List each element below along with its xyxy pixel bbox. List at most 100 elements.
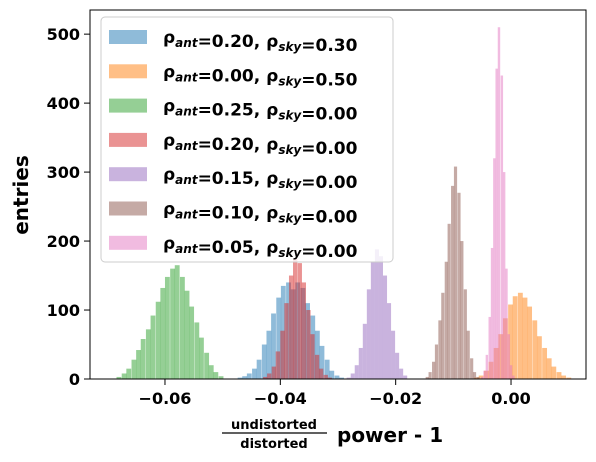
histogram-bar [536,336,542,379]
histogram-bar [497,27,501,380]
histogram-bar [145,329,151,379]
histogram-bar [434,344,439,379]
histogram-bar [276,297,282,379]
histogram-bar [460,241,464,379]
legend-label: ρant=0.20, ρsky=0.30 [163,28,358,56]
x-axis-label-suffix: power - 1 [337,423,443,447]
histogram-bar [481,376,484,379]
histogram-bar [490,247,494,379]
histogram-bar [432,361,436,379]
histogram-bar [551,366,557,379]
histogram-bar [566,377,572,379]
histogram-bar [164,276,170,379]
histogram-bar [318,368,324,379]
y-tick-label: 300 [47,163,80,182]
legend-label: ρant=0.15, ρsky=0.00 [163,165,358,193]
histogram-bar [319,345,325,379]
legend-swatch [109,98,147,113]
histogram-bar [354,365,359,379]
histogram-bar [218,376,224,379]
histogram-bar [267,373,272,379]
histogram-bar [189,306,195,379]
histogram-bar [399,368,404,379]
y-tick-label: 0 [69,370,80,389]
histogram-bar [493,158,496,379]
legend-swatch [109,132,147,147]
histogram-bar [271,366,276,379]
histogram-bar [508,304,513,379]
histogram-bar [266,330,272,379]
histogram-bar [329,370,335,379]
ticks-layer: −0.06 −0.04 −0.02 0.00 0 100 200 300 400 500 [47,25,531,408]
histogram-bar [346,377,351,379]
histogram-bar [370,261,375,379]
histogram-bar [242,376,248,379]
histogram-bar [463,289,467,379]
histogram-bar [517,292,523,379]
histogram-bar [179,276,185,379]
legend-label: ρant=0.20, ρsky=0.00 [163,131,358,159]
legend-item: ρant=0.00, ρsky=0.50 [109,62,358,90]
histogram-bar [256,359,262,379]
histogram-bar [246,373,252,379]
histogram-bar [204,352,210,379]
histogram-bar [382,275,388,379]
legend-item: ρant=0.05, ρsky=0.00 [109,234,358,262]
histogram-bar [546,358,552,379]
histogram-bar [288,275,294,379]
histogram-bar [466,330,470,379]
y-tick-label: 100 [47,301,80,320]
histogram-bar [425,376,429,379]
histogram-bar [334,375,340,379]
histogram-bar [252,368,257,379]
histogram-bar [126,368,132,379]
legend-swatch [109,167,147,182]
histogram-bar [121,373,127,379]
histogram-bar [324,359,330,379]
histogram-bar [476,376,480,379]
legend-item: ρant=0.20, ρsky=0.00 [109,131,358,159]
histogram-bar [140,339,146,379]
histogram-bar [362,323,367,379]
histogram-bar [339,377,344,379]
histogram-bar [532,320,538,379]
histogram-bar [323,374,328,379]
histogram-bar [470,358,474,379]
histogram-bar [263,376,268,379]
histogram-bar [502,172,506,379]
histogram-bar [495,68,498,379]
histogram-bar [556,372,562,379]
histogram-bar [542,347,548,379]
series-2-bars [116,265,224,379]
legend-label: ρant=0.00, ρsky=0.50 [163,62,358,90]
histogram-bar [512,375,515,379]
histogram-bar [261,344,267,379]
histogram-bar [561,375,567,379]
histogram-bar [500,75,504,380]
histogram-bar [327,377,332,379]
histogram-bar [374,249,379,379]
histogram-bar [160,287,166,379]
x-tick-label: 0.00 [491,389,530,408]
histogram-bar [378,256,383,379]
y-tick-label: 400 [47,94,80,113]
histogram-bar [194,322,200,379]
histogram-bar [395,352,400,379]
histogram-bar [136,350,141,379]
histogram-bar [444,261,448,379]
legend-item: ρant=0.25, ρsky=0.00 [109,97,358,125]
histogram-bar [170,268,176,379]
histogram-bar [457,192,461,379]
x-axis-label-denominator: distorted [240,437,307,452]
histogram-bar [350,373,355,379]
histogram-bar [451,185,455,379]
histogram-bar [387,303,392,379]
histogram-bar [284,303,289,379]
legend-swatch [109,235,147,250]
histogram-bar [280,330,285,379]
histogram-bar [438,320,442,379]
histogram-bar [131,359,137,379]
y-tick-label: 200 [47,232,80,251]
histogram-bar [403,375,408,379]
